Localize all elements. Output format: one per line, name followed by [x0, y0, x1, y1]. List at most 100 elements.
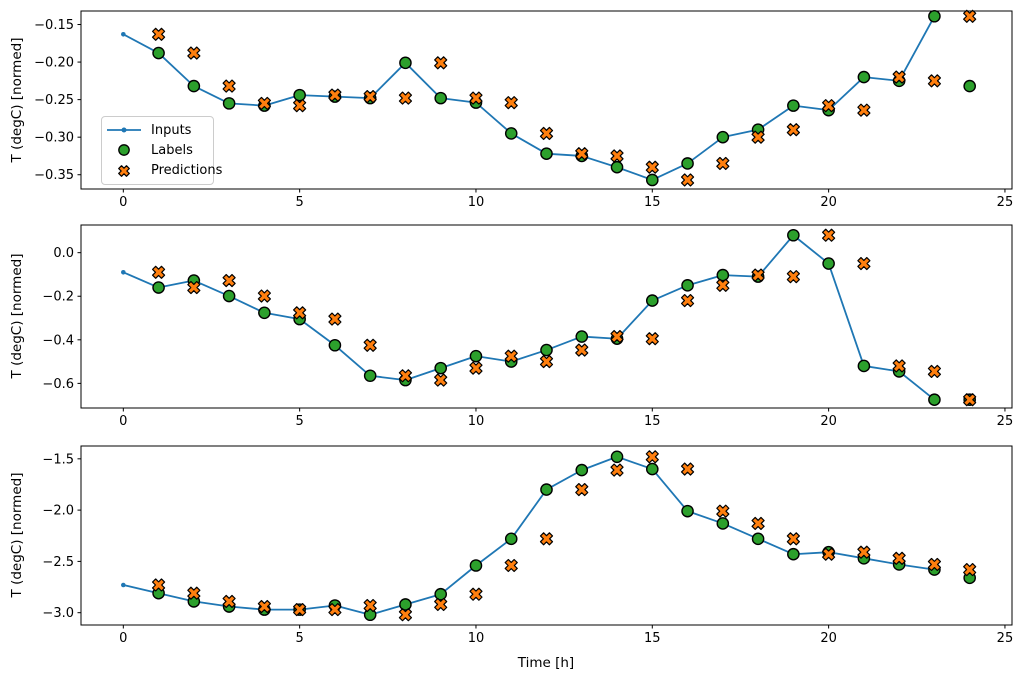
- labels-point: [399, 56, 412, 70]
- predictions-point: [187, 46, 201, 60]
- inputs-point: [121, 31, 126, 37]
- labels-point: [751, 532, 765, 546]
- axes-box: [80, 10, 1013, 190]
- x-tick-label: 5: [296, 414, 304, 429]
- labels-point: [152, 281, 165, 294]
- labels-point: [787, 99, 800, 112]
- y-axis-label-subplot-2: T (degC) [normed]: [9, 473, 25, 599]
- predictions-point: [398, 91, 413, 105]
- predictions-point: [892, 70, 906, 84]
- labels-point: [681, 279, 694, 292]
- predictions-point: [645, 450, 659, 464]
- predictions-point: [469, 587, 483, 601]
- labels-point: [681, 157, 694, 170]
- predictions-point: [151, 578, 166, 592]
- predictions-point: [257, 599, 271, 614]
- predictions-point: [257, 96, 271, 110]
- labels-point: [787, 547, 800, 561]
- predictions-point: [469, 91, 483, 105]
- inputs-point: [121, 582, 126, 588]
- predictions-point: [927, 557, 942, 572]
- x-tick-label: 25: [997, 631, 1014, 646]
- predictions-point: [680, 462, 695, 476]
- predictions-point: [539, 126, 554, 141]
- labels-point: [787, 228, 800, 242]
- predictions-point: [927, 74, 942, 88]
- x-tick-label: 20: [820, 414, 837, 429]
- labels-circle-icon: [104, 143, 144, 157]
- predictions-point: [575, 343, 589, 357]
- predictions-point: [151, 265, 166, 279]
- labels-point: [857, 70, 871, 84]
- labels-point: [504, 127, 518, 140]
- predictions-point: [363, 338, 377, 352]
- labels-point: [575, 330, 589, 343]
- predictions-point: [822, 228, 836, 242]
- labels-point: [152, 46, 165, 60]
- legend-item-predictions: Predictions: [104, 161, 222, 181]
- labels-point: [857, 359, 871, 373]
- x-tick-label: 25: [997, 195, 1014, 210]
- x-tick-label: 5: [296, 195, 304, 210]
- y-axis-label-subplot-1: T (degC) [normed]: [9, 254, 25, 380]
- predictions-point: [504, 96, 518, 110]
- predictions-point: [222, 273, 236, 288]
- predictions-point: [610, 463, 624, 477]
- series-inputs: [121, 232, 937, 403]
- x-tick-label: 15: [644, 414, 661, 429]
- labels-point: [645, 173, 659, 187]
- x-tick-label: 15: [644, 631, 661, 646]
- predictions-point: [398, 608, 413, 622]
- predictions-point: [716, 504, 730, 518]
- series-inputs: [121, 454, 937, 618]
- predictions-point: [504, 558, 518, 573]
- labels-point: [434, 587, 448, 601]
- predictions-point: [363, 90, 377, 104]
- predictions-point: [680, 293, 695, 308]
- series-predictions: [151, 228, 977, 407]
- plots-group: 0 5 10 15 20 25−0.15−0.20−0.25−0.30−0.350 5 10 1…: [34, 9, 1014, 646]
- x-tick-label: 10: [468, 631, 485, 646]
- predictions-point: [434, 56, 448, 70]
- predictions-point: [575, 482, 589, 497]
- x-tick-label: 10: [468, 414, 485, 429]
- predictions-point: [257, 289, 271, 303]
- predictions-point: [363, 598, 377, 613]
- inputs-line: [122, 234, 935, 401]
- predictions-point: [575, 147, 589, 161]
- series-labels: [152, 450, 976, 622]
- predictions-point: [751, 516, 765, 531]
- labels-point: [928, 9, 941, 23]
- labels-point: [434, 91, 448, 105]
- predictions-point: [857, 103, 871, 117]
- predictions-point: [469, 361, 483, 375]
- predictions-point: [187, 586, 201, 600]
- legend-label-inputs: Inputs: [151, 122, 192, 138]
- predictions-point: [716, 278, 730, 292]
- predictions-point: [963, 562, 977, 577]
- labels-point: [504, 532, 518, 546]
- x-tick-label: 20: [820, 195, 837, 210]
- labels-point: [716, 517, 730, 530]
- x-tick-label: 0: [119, 631, 127, 646]
- y-tick-label: −2.5: [42, 555, 74, 570]
- predictions-point: [222, 594, 236, 609]
- legend-item-labels: Labels: [104, 140, 211, 160]
- x-tick-label: 25: [997, 414, 1014, 429]
- predictions-point: [751, 130, 765, 144]
- predictions-point: [504, 349, 518, 363]
- labels-point: [469, 349, 483, 363]
- y-tick-label: −0.6: [42, 377, 74, 392]
- labels-point: [363, 369, 377, 383]
- labels-point: [610, 450, 624, 464]
- y-tick-label: −1.5: [42, 452, 74, 467]
- predictions-point: [786, 270, 800, 284]
- labels-point: [716, 130, 730, 144]
- labels-point: [469, 559, 483, 572]
- inputs-line: [123, 455, 935, 616]
- axes-box: [80, 445, 1013, 626]
- labels-point: [222, 97, 236, 110]
- labels-point: [645, 462, 659, 476]
